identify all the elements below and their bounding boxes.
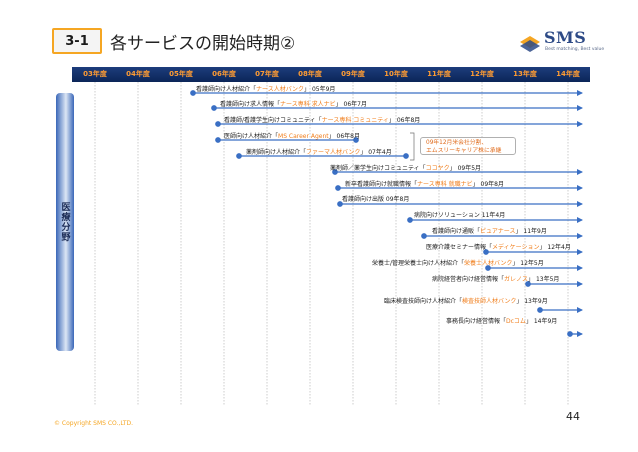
service-arrow xyxy=(485,265,583,271)
year-label: 13年度 xyxy=(513,70,537,78)
year-label: 11年度 xyxy=(427,70,451,78)
page-number: 44 xyxy=(566,410,580,423)
service-arrow xyxy=(421,233,583,239)
year-label: 05年度 xyxy=(169,70,193,78)
service-label: 看護師向け出版 09年8月 xyxy=(342,196,410,203)
year-label: 09年度 xyxy=(341,70,365,78)
service-arrow xyxy=(483,249,583,255)
year-label: 03年度 xyxy=(83,70,107,78)
service-arrow xyxy=(335,185,583,191)
spin-off-note: 09年12月米会社分割、 エムスリーキャリア株に承継 xyxy=(420,137,516,155)
note-line: エムスリーキャリア株に承継 xyxy=(426,147,502,154)
side-label-text: 医療分野 xyxy=(59,202,70,242)
logo-mark-icon xyxy=(520,36,540,52)
service-arrow xyxy=(567,331,583,337)
service-label: 看護師/看護学生向けコミュニティ「ナース専科 コミュニティ」 06年8月 xyxy=(224,117,421,124)
year-label: 08年度 xyxy=(298,70,322,78)
service-label: 病院向けソリューション 11年4月 xyxy=(414,212,506,219)
note-bracket xyxy=(410,132,415,161)
service-label: 薬剤師／薬学生向けコミュニティ「ココヤク」 09年5月 xyxy=(330,165,482,172)
year-label: 12年度 xyxy=(470,70,494,78)
service-label: 臨床検査技師向け人材紹介「検査技師人材バンク」 13年9月 xyxy=(384,298,548,305)
copyright-text: © Copyright SMS CO.,LTD. xyxy=(54,420,134,427)
note-line: 09年12月米会社分割、 xyxy=(426,140,488,146)
service-label: 事務長向け経営情報「Dcコム」 14年9月 xyxy=(446,318,558,325)
service-label: 看護師向け人材紹介「ナース人材バンク」 05年9月 xyxy=(196,86,336,93)
medical-field-label: 医療分野 xyxy=(56,93,74,351)
company-logo: SMS Best matching, Best value xyxy=(518,28,604,56)
year-label: 04年度 xyxy=(126,70,150,78)
service-label: 薬剤師向け人材紹介「ファーマ人材バンク」 07年4月 xyxy=(246,149,392,156)
service-arrow xyxy=(537,307,583,313)
service-arrow xyxy=(215,121,583,127)
page-title: 各サービスの開始時期② xyxy=(110,34,296,54)
service-label: 新卒看護師向け就職情報「ナース専科 就職ナビ」 09年8月 xyxy=(345,181,504,188)
year-label: 06年度 xyxy=(212,70,236,78)
service-label: 病院経営者向け経営情報「ガレノス」 13年5月 xyxy=(432,276,560,283)
service-label: 看護師向け通販「ピュアナース」 11年9月 xyxy=(432,228,547,235)
year-label: 14年度 xyxy=(556,70,580,78)
service-arrow xyxy=(525,281,583,287)
service-arrow xyxy=(215,137,359,143)
service-arrow xyxy=(332,169,583,175)
service-arrow xyxy=(211,105,583,111)
service-arrow xyxy=(337,201,583,207)
service-label: 看護師向け求人情報「ナース専科 求人ナビ」 06年7月 xyxy=(220,101,367,108)
service-arrow xyxy=(190,90,583,96)
service-label: 栄養士/管理栄養士向け人材紹介「栄養士人材バンク」 12年5月 xyxy=(372,260,544,267)
fiscal-year-timeline: 03年度 04年度 05年度 06年度 07年度 08年度 09年度 10年度 … xyxy=(72,67,590,82)
year-label: 07年度 xyxy=(255,70,279,78)
service-label: 医師向け人材紹介「MS Career Agent」 06年8月 xyxy=(224,133,361,140)
service-label: 医療介護セミナー情報「メディケーション」 12年4月 xyxy=(426,244,571,251)
logo-tagline: Best matching, Best value xyxy=(545,47,605,52)
service-arrow xyxy=(407,217,583,223)
service-arrow xyxy=(236,153,409,159)
logo-wordmark: SMS xyxy=(544,28,587,47)
section-number-badge: 3-1 xyxy=(52,28,102,54)
year-label: 10年度 xyxy=(384,70,408,78)
